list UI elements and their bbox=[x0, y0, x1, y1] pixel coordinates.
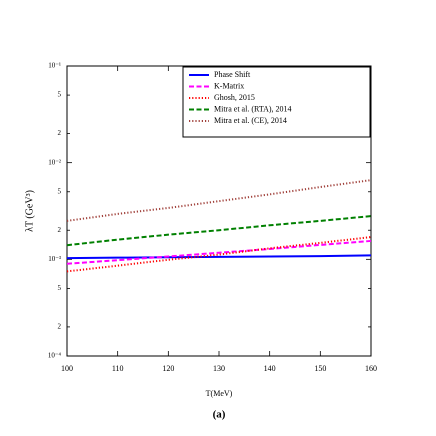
legend-label: Phase Shift bbox=[214, 70, 251, 79]
y-tick-label: 5 bbox=[58, 91, 62, 99]
y-tick-label: 10⁻¹ bbox=[48, 62, 61, 70]
series-line bbox=[66, 239, 372, 265]
y-axis-label: λT (GeV³) bbox=[24, 190, 35, 232]
y-tick-label: 5 bbox=[58, 187, 62, 195]
y-tick-label: 10⁻³ bbox=[48, 255, 61, 263]
y-tick-label: 10⁻² bbox=[48, 158, 61, 166]
y-tick-label: 10⁻⁴ bbox=[48, 352, 62, 360]
x-tick-label: 100 bbox=[61, 364, 73, 373]
series-line bbox=[66, 236, 372, 273]
y-tick-label: 2 bbox=[58, 226, 62, 234]
series-line bbox=[66, 215, 372, 247]
x-tick-label: 130 bbox=[213, 364, 225, 373]
legend-box bbox=[182, 66, 371, 138]
legend-label: K-Matrix bbox=[214, 81, 244, 90]
series-line bbox=[66, 179, 372, 222]
x-tick-label: 160 bbox=[365, 364, 377, 373]
y-tick-label: 2 bbox=[58, 323, 62, 331]
x-tick-label: 150 bbox=[314, 364, 326, 373]
x-tick-label: 120 bbox=[162, 364, 174, 373]
y-tick-label: 5 bbox=[58, 284, 62, 292]
x-tick-label: 140 bbox=[264, 364, 276, 373]
legend-label: Mitra et al. (CE), 2014 bbox=[214, 116, 287, 125]
series-line bbox=[66, 254, 372, 260]
x-tick-label: 110 bbox=[112, 364, 124, 373]
legend-label: Mitra et al. (RTA), 2014 bbox=[214, 104, 292, 113]
y-tick-label: 2 bbox=[58, 129, 62, 137]
x-axis-label: T(MeV) bbox=[206, 389, 233, 398]
caption: (a) bbox=[213, 409, 226, 421]
legend-label: Ghosh, 2015 bbox=[214, 93, 255, 102]
